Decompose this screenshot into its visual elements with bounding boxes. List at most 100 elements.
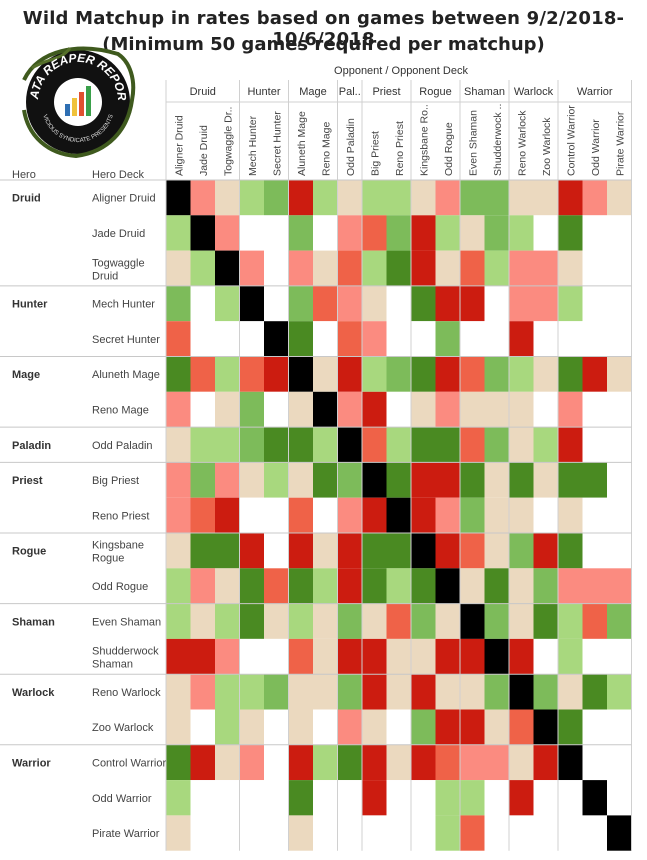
heatmap-cell: [509, 709, 534, 745]
heatmap-cell: [509, 744, 534, 781]
heatmap-cell: [215, 533, 240, 569]
heatmap-cell: [362, 215, 387, 251]
heatmap-cell: [411, 533, 436, 569]
heatmap-cell: [337, 215, 362, 251]
heatmap-cell: [215, 250, 240, 286]
heatmap-cell: [215, 638, 240, 675]
heatmap-cell: [435, 780, 460, 816]
column-label: Reno Warlock: [516, 110, 528, 176]
heatmap-cell: [215, 462, 240, 498]
heatmap-cell: [607, 497, 632, 533]
column-group-label: Priest: [372, 86, 400, 98]
heatmap-cell: [386, 780, 411, 816]
heatmap-cell: [411, 462, 436, 498]
heatmap-cell: [558, 462, 583, 498]
heatmap-cell: [509, 427, 534, 463]
heatmap-cell: [509, 603, 534, 639]
heatmap-cell: [533, 533, 558, 569]
heatmap-cell: [509, 674, 534, 710]
heatmap-cell: [533, 744, 558, 781]
heatmap-cell: [239, 427, 264, 463]
heatmap-cell: [484, 462, 509, 498]
column-group-label: Warrior: [577, 86, 613, 98]
heatmap-cell: [460, 780, 485, 816]
logo-vine: [22, 46, 136, 159]
row-label: Odd Warrior: [92, 793, 152, 805]
heatmap-cell: [362, 321, 387, 357]
row-label: Shaman: [92, 659, 133, 671]
heatmap-cell: [264, 533, 289, 569]
heatmap-cell: [313, 427, 338, 463]
column-group-label: Mage: [299, 86, 327, 98]
heatmap-cell: [582, 321, 607, 357]
heatmap-cell: [411, 285, 436, 322]
heatmap-cell: [215, 497, 240, 533]
heatmap-cell: [460, 321, 485, 357]
heatmap-cell: [607, 321, 632, 357]
heatmap-cell: [411, 321, 436, 357]
heatmap-cell: [607, 638, 632, 675]
heatmap-cell: [362, 568, 387, 604]
heatmap-cell: [264, 815, 289, 851]
heatmap-cell: [288, 285, 313, 322]
heatmap-cell: [190, 744, 215, 781]
heatmap-cell: [582, 603, 607, 639]
row-label: Reno Warlock: [92, 687, 161, 699]
heatmap-cell: [411, 250, 436, 286]
heatmap-cell: [509, 215, 534, 251]
heatmap-cell: [190, 285, 215, 322]
column-group-label: Shaman: [464, 86, 505, 98]
heatmap-cell: [264, 497, 289, 533]
row-group-label: Priest: [12, 475, 43, 487]
heatmap-cell: [386, 533, 411, 569]
heatmap-cell: [411, 674, 436, 710]
heatmap-cell: [239, 180, 264, 216]
heatmap-cell: [558, 638, 583, 675]
column-label: Odd Paladin: [345, 118, 357, 176]
heatmap-cell: [288, 215, 313, 251]
heatmap-cell: [484, 285, 509, 322]
heatmap-cell: [264, 709, 289, 745]
heatmap-cell: [239, 533, 264, 569]
heatmap-cell: [264, 780, 289, 816]
heatmap-cell: [460, 462, 485, 498]
heatmap-cell: [411, 356, 436, 392]
heatmap-cell: [239, 391, 264, 428]
row-label: Shudderwock: [92, 646, 159, 658]
heatmap-cell: [264, 321, 289, 357]
row-header-hero: Hero: [12, 169, 36, 181]
heatmap-cell: [607, 815, 632, 851]
row-label: Togwaggle: [92, 257, 145, 269]
heatmap-cell: [362, 497, 387, 533]
heatmap-cell: [509, 180, 534, 216]
column-label: Aligner Druid: [173, 115, 185, 176]
heatmap-cell: [190, 603, 215, 639]
heatmap-cell: [411, 780, 436, 816]
row-label: Jade Druid: [92, 228, 145, 240]
heatmap-cell: [460, 391, 485, 428]
heatmap-cell: [484, 321, 509, 357]
heatmap-cell: [386, 815, 411, 851]
heatmap-cell: [435, 638, 460, 675]
heatmap-cell: [190, 709, 215, 745]
heatmap-cell: [264, 568, 289, 604]
logo-bar: [65, 104, 70, 116]
heatmap-cell: [411, 497, 436, 533]
heatmap-cell: [460, 215, 485, 251]
heatmap-cell: [190, 321, 215, 357]
row-label: Odd Rogue: [92, 581, 148, 593]
heatmap-cell: [460, 180, 485, 216]
x-axis-title: Opponent / Opponent Deck: [334, 65, 468, 77]
heatmap-cell: [215, 780, 240, 816]
heatmap-cell: [239, 780, 264, 816]
heatmap-cell: [313, 780, 338, 816]
heatmap-cell: [435, 815, 460, 851]
heatmap-cell: [288, 533, 313, 569]
heatmap-cell: [582, 356, 607, 392]
heatmap-cell: [215, 674, 240, 710]
heatmap-cell: [460, 603, 485, 639]
heatmap-cell: [484, 815, 509, 851]
row-label: Druid: [92, 270, 118, 282]
heatmap-cell: [288, 603, 313, 639]
heatmap-cell: [558, 568, 583, 604]
